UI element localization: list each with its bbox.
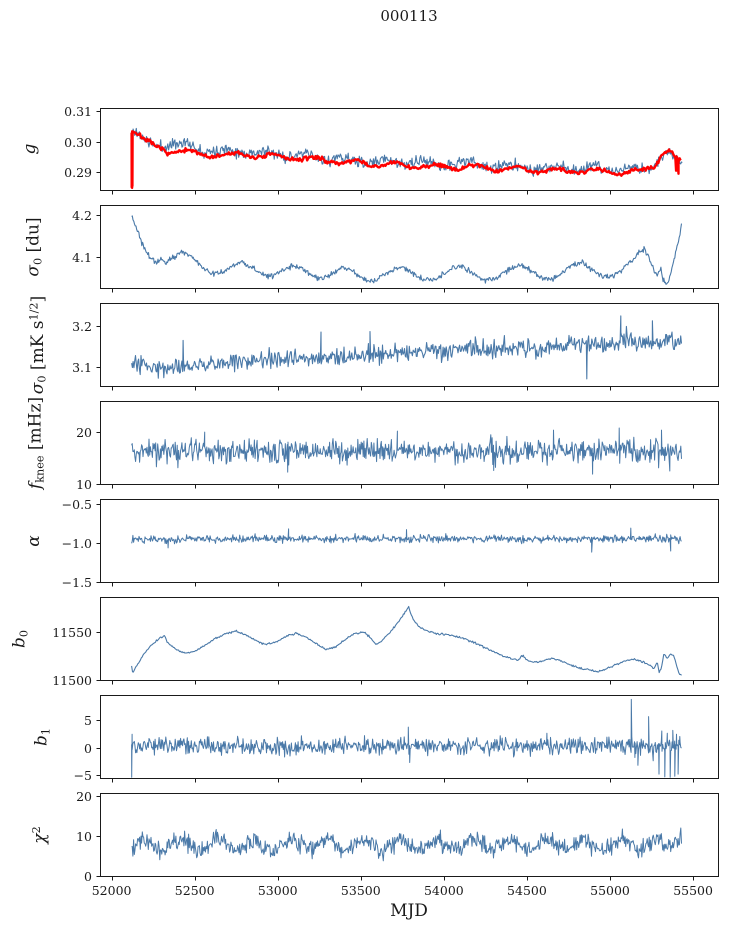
- y-tick-label: 5: [84, 712, 92, 728]
- y-tick-label: 20: [76, 424, 92, 440]
- series-alpha: [131, 527, 682, 553]
- y-axis-label-fknee: fknee [mHz]: [25, 396, 47, 489]
- y-axis-label-b0: b0: [9, 629, 31, 648]
- figure-title: 000113: [380, 7, 438, 25]
- y-tick-label: 0: [84, 740, 92, 756]
- series-chi2: [131, 827, 682, 862]
- y-tick-label: 11500: [52, 672, 92, 688]
- y-tick-label: 0: [84, 868, 92, 884]
- panel-b1: [96, 695, 719, 783]
- panel-b0: [96, 597, 719, 685]
- y-tick-label: 10: [76, 476, 92, 492]
- series-sigma0-du: [131, 215, 683, 285]
- panel-sigma0-mk: [96, 303, 719, 391]
- x-tick-label: 54000: [423, 883, 464, 898]
- y-tick-label: −1.5: [61, 574, 92, 590]
- y-axis-label-b1: b1: [31, 727, 53, 746]
- y-axis-label-sigma0-du: σ0 [du]: [23, 216, 45, 277]
- y-tick-label: 3.2: [72, 318, 92, 334]
- y-tick-label: 0.30: [64, 134, 92, 150]
- y-tick-label: 4.1: [72, 249, 92, 265]
- y-tick-label: −0.5: [61, 496, 92, 512]
- y-tick-label: −5: [73, 767, 92, 783]
- series-b1: [131, 698, 682, 778]
- panel-sigma0-du: [96, 205, 719, 293]
- y-tick-label: −1.0: [61, 535, 92, 551]
- y-tick-label: 0.29: [64, 164, 92, 180]
- y-tick-label: 20: [76, 788, 92, 804]
- y-axis-label-chi2: χ2: [29, 825, 51, 844]
- x-tick-label: 53000: [257, 883, 298, 898]
- series-sigma0-mk: [131, 315, 683, 380]
- series-gain-measured: [131, 127, 683, 177]
- series-fknee: [131, 427, 682, 475]
- panel-fknee: [96, 401, 719, 489]
- panel-g: [96, 108, 719, 195]
- y-tick-label: 3.1: [72, 359, 92, 375]
- x-tick-label: 55500: [673, 883, 713, 898]
- y-tick-label: 4.2: [72, 207, 92, 223]
- panel-alpha: [96, 499, 719, 587]
- x-tick-label: 53500: [340, 883, 381, 898]
- series-gain-smoothed-fit: [130, 130, 682, 190]
- y-tick-label: 10: [76, 828, 92, 844]
- y-axis-label-sigma0-mk: σ0 [mK s1/2]: [27, 295, 49, 394]
- x-tick-label: 55000: [590, 883, 630, 898]
- x-tick-label: 52500: [174, 883, 215, 898]
- x-tick-label: 54500: [507, 883, 547, 898]
- x-tick-label: 52000: [91, 883, 132, 898]
- y-axis-label-alpha: α: [24, 534, 44, 547]
- y-axis-label-g: g: [20, 143, 40, 155]
- y-tick-label: 0.31: [64, 103, 92, 119]
- x-axis-label: MJD: [390, 901, 428, 921]
- panel-chi2: [96, 793, 719, 881]
- series-b0: [131, 605, 682, 676]
- y-tick-label: 11550: [52, 624, 92, 640]
